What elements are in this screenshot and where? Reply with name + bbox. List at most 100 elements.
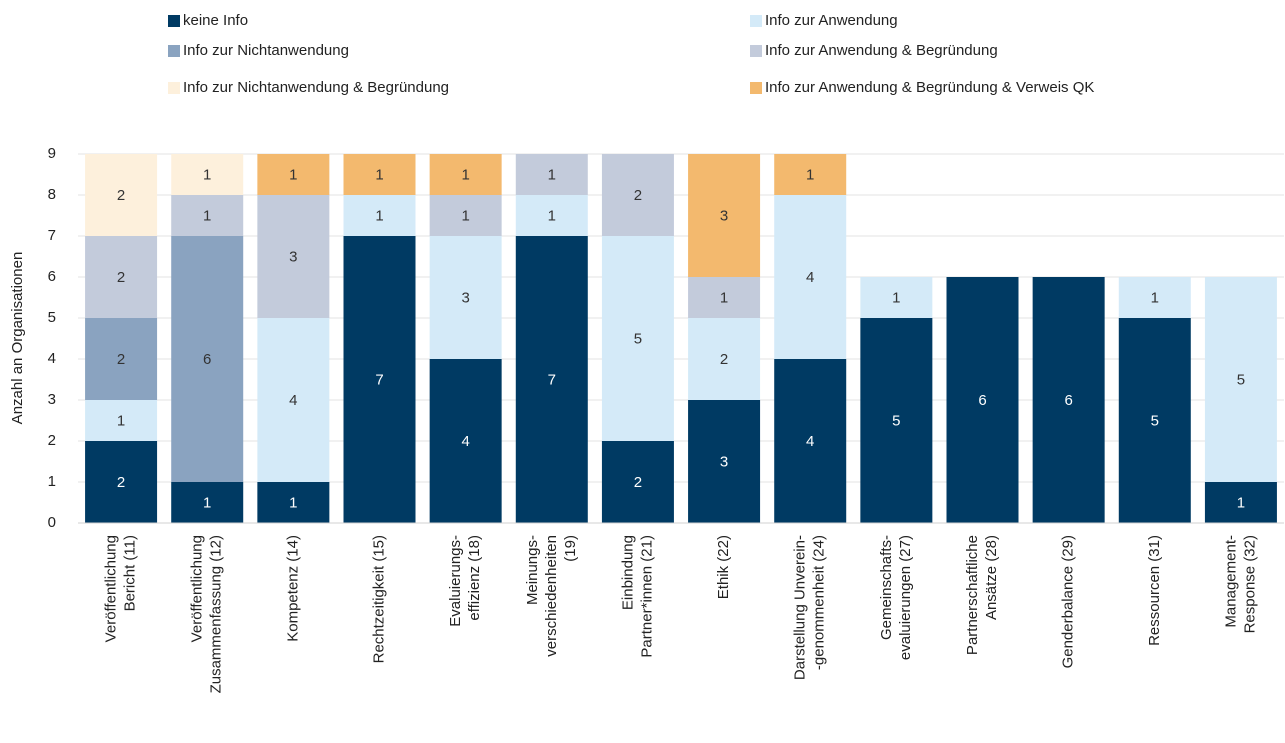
y-tick-label: 1 (48, 473, 56, 490)
x-tick-label: Ethik (22) (715, 535, 732, 599)
bar-segment (774, 359, 847, 523)
value-label: 3 (720, 207, 728, 224)
bar-segment (429, 195, 502, 236)
bar-segment (257, 195, 330, 318)
x-tick-label: Einbindung (619, 535, 636, 610)
bar-segment (774, 154, 847, 195)
y-tick-label: 9 (48, 145, 56, 162)
bar-segment (85, 400, 158, 441)
value-label: 3 (289, 248, 297, 265)
bar-segment (946, 277, 1019, 523)
x-tick-label: Ressourcen (31) (1146, 535, 1163, 646)
value-label: 6 (1064, 392, 1072, 409)
bar-segment (257, 482, 330, 523)
legend-label: Info zur Nichtanwendung (183, 42, 349, 59)
legend-swatch (168, 45, 180, 57)
value-label: 2 (634, 474, 642, 491)
legend-swatch (168, 15, 180, 27)
bar-segment (515, 195, 588, 236)
bar-segment (429, 236, 502, 359)
y-tick-label: 7 (48, 227, 56, 244)
value-label: 3 (461, 289, 469, 306)
legend-label: Info zur Anwendung (765, 12, 898, 29)
bar-segment (1118, 277, 1191, 318)
value-label: 6 (978, 392, 986, 409)
value-label: 1 (461, 207, 469, 224)
y-axis-label: Anzahl an Organisationen (9, 252, 26, 425)
bar-segment (1204, 482, 1277, 523)
legend-swatch (750, 45, 762, 57)
value-label: 1 (203, 207, 211, 224)
value-label: 5 (634, 330, 642, 347)
legend-swatch (750, 82, 762, 94)
bar-segment (171, 236, 244, 482)
x-tick-label: (19) (562, 535, 579, 562)
value-label: 6 (203, 351, 211, 368)
bar-segment (257, 318, 330, 482)
x-tick-label: Bericht (11) (122, 535, 139, 611)
x-tick-label: Veröffentlichung (189, 535, 206, 642)
value-label: 7 (548, 371, 556, 388)
x-tick-label: Ansätze (28) (983, 535, 1000, 620)
x-tick-label: evaluierungen (27) (897, 535, 914, 660)
bar-segment (601, 236, 674, 441)
value-label: 1 (892, 289, 900, 306)
value-label: 2 (720, 351, 728, 368)
x-tick-label: Partnerschaftliche (964, 535, 981, 655)
value-label: 1 (720, 289, 728, 306)
value-label: 1 (203, 494, 211, 511)
value-label: 1 (548, 207, 556, 224)
x-tick-label: Darstellung Unverein- (792, 535, 809, 680)
bar-segment (860, 277, 933, 318)
value-label: 4 (806, 269, 814, 286)
value-label: 1 (548, 166, 556, 183)
bar-segment (688, 400, 761, 523)
bar-segment (1118, 318, 1191, 523)
value-label: 1 (117, 412, 125, 429)
y-tick-label: 3 (48, 391, 56, 408)
bar-segment (343, 195, 416, 236)
value-label: 2 (117, 187, 125, 204)
x-tick-label: Partner*innen (21) (638, 535, 655, 658)
y-tick-label: 8 (48, 186, 56, 203)
x-tick-label: Rechtzeitigkeit (15) (370, 535, 387, 663)
bar-segment (85, 236, 158, 318)
value-label: 2 (634, 187, 642, 204)
value-label: 1 (1151, 289, 1159, 306)
value-label: 3 (720, 453, 728, 470)
legend-label: Info zur Anwendung & Begründung (765, 42, 998, 59)
bar-segment (429, 359, 502, 523)
value-label: 5 (1237, 371, 1245, 388)
y-tick-label: 6 (48, 268, 56, 285)
bar-segment (601, 441, 674, 523)
value-label: 1 (806, 166, 814, 183)
x-tick-label: Response (32) (1241, 535, 1258, 633)
bar-segment (171, 195, 244, 236)
legend-swatch (750, 15, 762, 27)
x-tick-label: Genderbalance (29) (1060, 535, 1077, 668)
x-tick-label: Kompetenz (14) (284, 535, 301, 642)
bar-segment (343, 236, 416, 523)
y-tick-label: 2 (48, 432, 56, 449)
x-tick-label: verschiedenheiten (543, 535, 560, 657)
legend-label: keine Info (183, 12, 248, 29)
legend-label: Info zur Anwendung & Begründung & Verwei… (765, 79, 1094, 96)
y-tick-label: 5 (48, 309, 56, 326)
bar-segment (774, 195, 847, 359)
value-label: 1 (375, 166, 383, 183)
x-tick-label: Gemeinschafts- (878, 535, 895, 640)
bar-segment (85, 318, 158, 400)
value-label: 4 (806, 433, 814, 450)
x-tick-label: Evaluierungs- (447, 535, 464, 627)
bar-segment (429, 154, 502, 195)
x-tick-label: Zusammenfassung (12) (208, 535, 225, 693)
bar-segment (688, 277, 761, 318)
bar-segment (1204, 277, 1277, 482)
value-label: 2 (117, 351, 125, 368)
value-label: 5 (892, 412, 900, 429)
x-tick-label: Veröffentlichung (103, 535, 120, 642)
value-label: 1 (1237, 494, 1245, 511)
bar-segment (343, 154, 416, 195)
bar-segment (515, 154, 588, 195)
